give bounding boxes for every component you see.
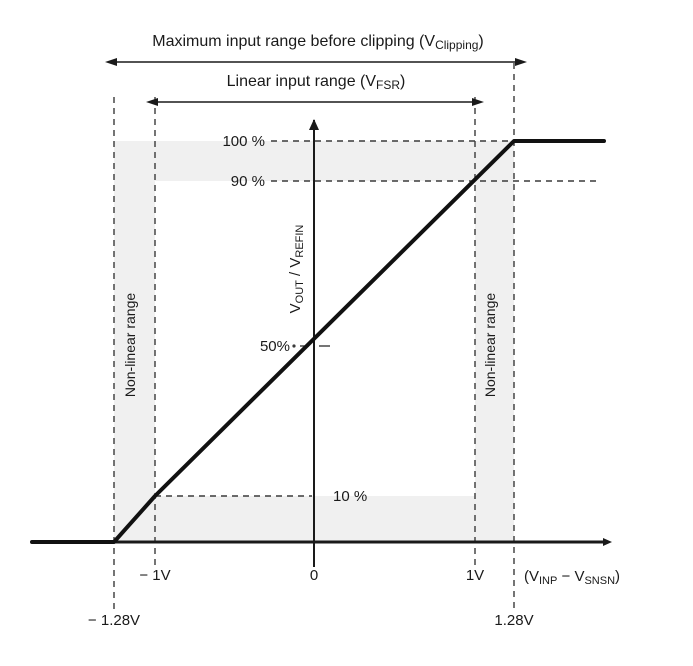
- svg-text:0: 0: [310, 567, 318, 584]
- svg-text:VOUT / VREFIN: VOUT / VREFIN: [287, 225, 306, 314]
- svg-text:Non-linear range: Non-linear range: [122, 293, 138, 397]
- svg-text:(VINP − VSNSN): (VINP − VSNSN): [524, 568, 620, 587]
- svg-text:Maximum input range before cli: Maximum input range before clipping (VCl…: [152, 33, 484, 52]
- svg-text:Linear input range (VFSR): Linear input range (VFSR): [227, 73, 406, 92]
- svg-text:1V: 1V: [466, 567, 484, 584]
- svg-text:− 1.28V: − 1.28V: [88, 612, 140, 629]
- svg-text:50%: 50%: [260, 338, 290, 355]
- svg-text:100 %: 100 %: [222, 133, 265, 150]
- svg-text:90 %: 90 %: [231, 173, 265, 190]
- svg-text:− 1V: − 1V: [139, 567, 170, 584]
- svg-text:Non-linear range: Non-linear range: [482, 293, 498, 397]
- svg-text:10 %: 10 %: [333, 488, 367, 505]
- svg-text:1.28V: 1.28V: [494, 612, 533, 629]
